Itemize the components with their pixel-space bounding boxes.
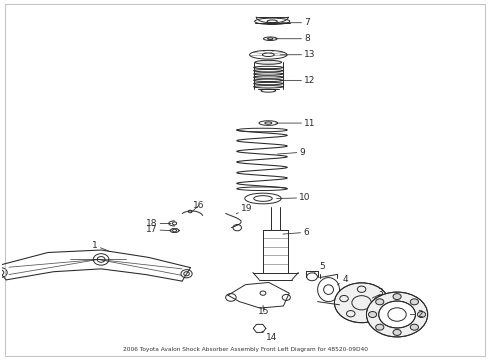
Circle shape	[379, 301, 416, 328]
Text: 10: 10	[276, 193, 311, 202]
Ellipse shape	[255, 60, 282, 64]
Text: 12: 12	[280, 76, 316, 85]
Circle shape	[393, 294, 401, 300]
Text: 16: 16	[192, 201, 204, 212]
Circle shape	[393, 329, 401, 336]
Text: 8: 8	[275, 34, 310, 43]
Circle shape	[410, 299, 418, 305]
Circle shape	[334, 283, 389, 323]
Text: 6: 6	[283, 228, 309, 237]
Circle shape	[368, 311, 377, 318]
Text: 15: 15	[258, 305, 270, 316]
Text: 2006 Toyota Avalon Shock Absorber Assembly Front Left Diagram for 48520-09D40: 2006 Toyota Avalon Shock Absorber Assemb…	[122, 347, 368, 351]
Text: 3: 3	[372, 288, 383, 298]
Circle shape	[376, 299, 384, 305]
Circle shape	[410, 324, 418, 330]
Circle shape	[367, 292, 428, 337]
Text: 11: 11	[275, 118, 316, 127]
Text: 1: 1	[92, 241, 109, 251]
Circle shape	[376, 324, 384, 330]
Circle shape	[417, 311, 426, 318]
Text: 17: 17	[146, 225, 171, 234]
Text: 13: 13	[280, 50, 316, 59]
Text: 18: 18	[146, 219, 171, 228]
Text: 14: 14	[262, 331, 277, 342]
Text: 7: 7	[281, 18, 310, 27]
Text: 2: 2	[410, 310, 423, 319]
Text: 19: 19	[236, 204, 253, 214]
Text: 4: 4	[337, 275, 348, 285]
Text: 5: 5	[315, 262, 324, 273]
Text: 9: 9	[277, 148, 305, 157]
